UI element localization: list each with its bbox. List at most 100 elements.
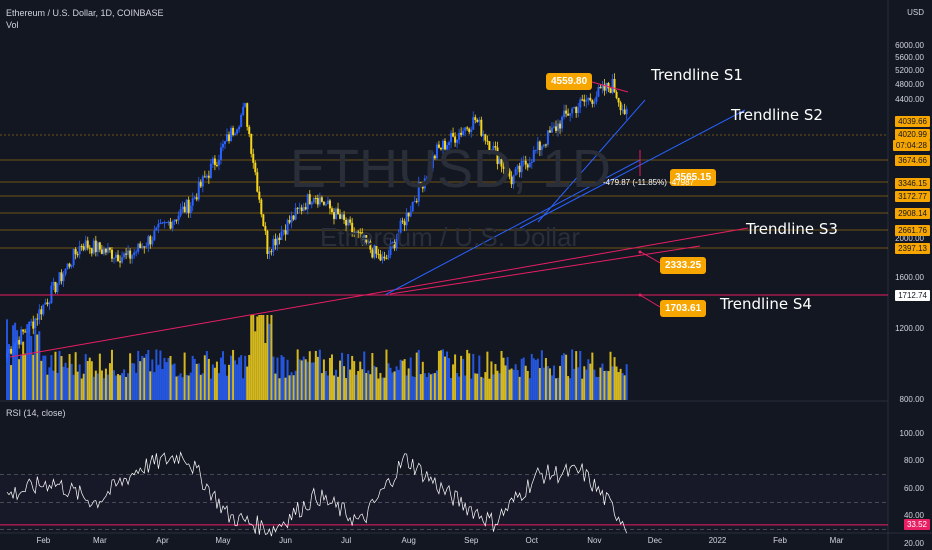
volume-label[interactable]: Vol [6,20,19,30]
volume-bar [474,373,477,400]
price-marker[interactable]: 4039.66 [895,116,930,127]
price-marker[interactable]: 07:04:28 [892,140,930,151]
candle-body [304,207,307,210]
volume-bar [76,371,79,400]
candle-body [262,214,265,226]
rsi-line [6,451,628,537]
volume-bar [431,373,434,400]
candle-body [46,302,49,305]
rsi-label[interactable]: RSI (14, close) [6,408,66,418]
volume-bar [518,376,521,400]
price-marker[interactable]: 4020.99 [895,129,930,140]
time-axis-label: May [215,536,231,545]
time-axis-label: Mar [829,536,844,545]
volume-bar [522,357,525,400]
volume-bar [161,368,164,400]
trendline-label[interactable]: Trendline S1 [651,66,743,84]
volume-bar [595,376,598,400]
callout-anchor [638,250,642,254]
price-callout[interactable]: 2333.25 [660,257,707,274]
volume-bar [609,351,612,400]
candle-body [536,141,539,150]
volume-bar [143,357,146,400]
candle-body [167,221,170,223]
volume-bar [579,350,582,400]
price-marker[interactable]: 2397.13 [895,243,930,254]
volume-bar [256,316,259,400]
time-axis-label: Apr [156,536,169,545]
candle-body [490,150,493,153]
candle-body [240,114,243,127]
candle-body [276,237,279,246]
candle-body [526,164,529,168]
price-marker[interactable]: 1712.74 [895,290,930,301]
volume-bar [476,373,479,400]
candle-body [425,177,428,179]
candle-body [244,103,247,107]
volume-bar [127,373,130,400]
candle-body [175,219,178,221]
volume-bar [502,357,505,400]
volume-bar [10,365,13,400]
rsi-value-tag[interactable]: 33.52 [903,518,930,530]
candle-body [203,176,206,178]
candle-body [439,147,442,150]
price-axis-strip [888,0,932,550]
volume-bar [24,353,27,400]
candle-body [500,159,503,167]
candle-body [446,145,449,150]
candle-body [92,240,95,254]
volume-bar [90,361,93,400]
trendline-label[interactable]: Trendline S2 [731,106,823,124]
volume-bar [266,315,269,400]
price-tick-label: 6000.00 [895,40,924,50]
price-marker[interactable]: 2908.14 [895,208,930,219]
volume-bar [322,359,325,400]
candle-body [157,224,160,228]
volume-bar [371,353,374,400]
price-callout[interactable]: 1703.61 [660,300,707,317]
volume-bar [48,367,51,400]
candle-body [559,123,562,129]
candle-body [341,214,344,219]
trendline-s4-base [384,159,641,296]
volume-bar [456,372,459,400]
price-marker[interactable]: 3346.15 [895,178,930,189]
volume-bar [177,375,180,400]
volume-bar [316,356,319,400]
candle-body [149,236,152,245]
volume-bar [569,378,572,400]
price-marker[interactable]: 3172.77 [895,191,930,202]
chart-title[interactable]: Ethereum / U.S. Dollar, 1D, COINBASE [6,8,164,18]
volume-bar [567,376,570,400]
candle-body [248,126,251,134]
volume-bar [419,374,422,400]
candle-body [488,141,491,151]
time-axis-label: Jul [340,536,352,545]
candle-body [90,248,93,254]
candle-body [528,163,531,168]
candle-body [308,194,311,205]
candle-body [224,141,226,145]
price-marker[interactable]: 2661.76 [895,225,930,236]
candle-body [611,78,614,93]
price-marker[interactable]: 3674.66 [895,155,930,166]
candle-body [64,268,67,275]
trendline-label[interactable]: Trendline S3 [746,220,838,238]
volume-bar [425,377,428,400]
price-callout[interactable]: 3565.15 [670,169,717,186]
volume-bar [472,353,475,400]
volume-bar [557,377,560,400]
volume-bar [470,378,473,400]
volume-bar [464,375,467,400]
candle-body [492,146,495,153]
price-callout[interactable]: 4559.80 [546,73,593,90]
volume-bar [286,359,289,400]
candle-body [86,240,89,248]
volume-bar [446,351,449,400]
trendline-label[interactable]: Trendline S4 [720,295,812,313]
candle-body [139,243,142,248]
volume-bar [427,372,430,400]
